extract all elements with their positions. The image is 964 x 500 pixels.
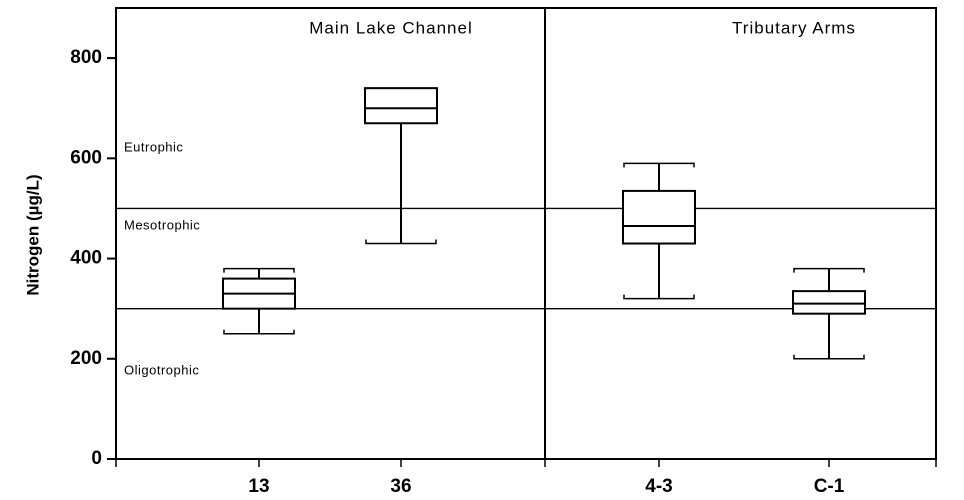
upper-cap bbox=[223, 267, 295, 273]
x-tick-label: 4-3 bbox=[645, 476, 672, 497]
axes: 0 200 400 600 800 Eutrophic Mesotrophic Oligotr… bbox=[70, 7, 937, 469]
y-tick-label: 0 bbox=[91, 448, 102, 469]
box-4-3: 4-3 bbox=[622, 162, 696, 497]
lower-cap bbox=[793, 354, 865, 360]
x-tick-label: C-1 bbox=[814, 476, 845, 497]
lower-cap bbox=[365, 239, 437, 245]
box-13: 13 bbox=[222, 267, 296, 497]
y-tick-label: 800 bbox=[70, 47, 102, 68]
zone-label: Mesotrophic bbox=[124, 217, 200, 232]
y-tick-label: 400 bbox=[70, 248, 102, 269]
box-C-1: C-1 bbox=[792, 267, 866, 497]
zone-label: Oligotrophic bbox=[124, 363, 199, 378]
zone-label: Eutrophic bbox=[124, 140, 183, 155]
panel-title: Tributary Arms bbox=[732, 18, 856, 37]
iqr-box bbox=[792, 290, 866, 315]
y-tick-label: 600 bbox=[70, 147, 102, 168]
box-36: 36 bbox=[364, 87, 438, 497]
lower-cap bbox=[623, 294, 695, 300]
panel-title: Main Lake Channel bbox=[309, 18, 472, 37]
iqr-box bbox=[364, 87, 438, 125]
upper-cap bbox=[623, 162, 695, 168]
x-tick-label: 13 bbox=[248, 476, 269, 497]
upper-cap bbox=[793, 267, 865, 273]
lower-cap bbox=[223, 329, 295, 335]
chart-marks: 13 36 4-3 C-1 bbox=[222, 87, 866, 497]
plot-frame bbox=[115, 7, 937, 460]
y-axis-label: Nitrogen (µg/L) bbox=[23, 174, 42, 295]
x-tick-label: 36 bbox=[390, 476, 411, 497]
y-tick-label: 200 bbox=[70, 348, 102, 369]
iqr-box bbox=[622, 189, 696, 245]
